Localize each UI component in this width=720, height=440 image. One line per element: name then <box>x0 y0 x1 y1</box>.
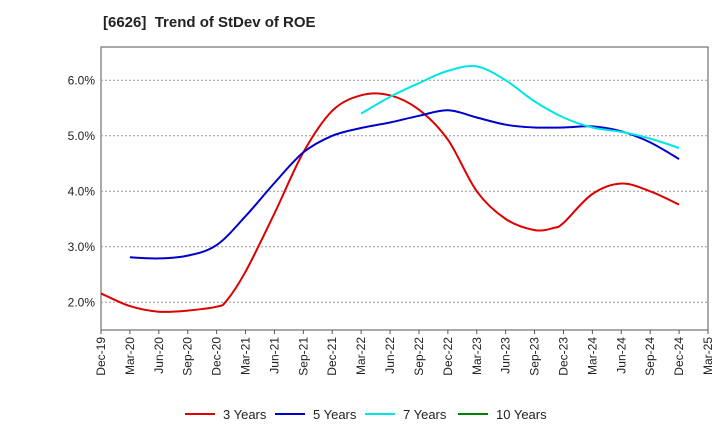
series-line-7-years <box>360 65 680 149</box>
x-tick-label: Mar-21 <box>239 337 253 375</box>
x-tick-label: Dec-19 <box>94 337 108 376</box>
y-tick-label: 3.0% <box>68 240 96 254</box>
x-tick-label: Sep-20 <box>181 337 195 376</box>
x-tick-label: Jun-21 <box>267 337 281 374</box>
x-tick-label: Sep-22 <box>412 337 426 376</box>
y-axis: 2.0% 3.0% 4.0% 5.0% 6.0% <box>68 73 96 309</box>
x-tick-label: Sep-24 <box>643 337 657 376</box>
y-tick-label: 6.0% <box>68 73 96 87</box>
x-tick-label: Jun-20 <box>152 337 166 374</box>
x-tick-label: Dec-21 <box>325 337 339 376</box>
legend-label-7-years: 7 Years <box>403 407 447 422</box>
y-tick-label: 5.0% <box>68 129 96 143</box>
legend: 3 Years 5 Years 7 Years 10 Years <box>185 407 547 422</box>
x-tick-label: Sep-23 <box>528 337 542 376</box>
x-tick-label: Mar-24 <box>585 337 599 375</box>
y-tick-label: 2.0% <box>68 295 96 309</box>
x-tick-label: Dec-23 <box>556 337 570 376</box>
x-tick-label: Mar-23 <box>470 337 484 375</box>
series-line-3-years <box>100 92 680 313</box>
y-tick-label: 4.0% <box>68 184 96 198</box>
x-tick-label: Mar-25 <box>701 337 715 375</box>
x-tick-label: Sep-21 <box>296 337 310 376</box>
grid-lines <box>101 79 708 303</box>
x-tick-label: Jun-22 <box>383 337 397 374</box>
x-axis: Dec-19 Mar-20 Jun-20 Sep-20 Dec-20 Mar-21 Jun-… <box>94 330 715 376</box>
series-lines <box>100 65 680 313</box>
plot-frame <box>100 46 709 331</box>
x-tick-label: Jun-24 <box>614 337 628 374</box>
x-tick-label: Dec-22 <box>441 337 455 376</box>
x-tick-label: Jun-23 <box>499 337 513 374</box>
series-line-5-years <box>129 109 680 260</box>
x-tick-label: Mar-22 <box>354 337 368 375</box>
legend-label-5-years: 5 Years <box>313 407 357 422</box>
x-tick-label: Dec-20 <box>210 337 224 376</box>
legend-label-3-years: 3 Years <box>223 407 267 422</box>
x-tick-label: Dec-24 <box>672 337 686 376</box>
x-tick-label: Mar-20 <box>123 337 137 375</box>
chart-title: [6626] Trend of StDev of ROE <box>103 14 316 31</box>
legend-label-10-years: 10 Years <box>496 407 547 422</box>
